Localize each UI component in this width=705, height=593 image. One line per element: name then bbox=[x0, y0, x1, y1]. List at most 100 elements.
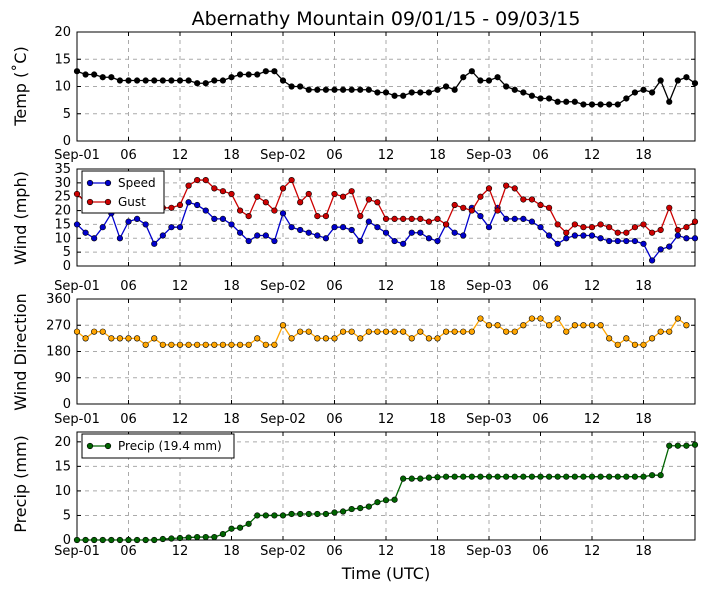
data-point bbox=[365, 503, 372, 510]
data-point bbox=[271, 68, 278, 75]
data-point bbox=[460, 328, 467, 335]
x-tick-label: 12 bbox=[172, 412, 189, 427]
data-point bbox=[82, 229, 89, 236]
x-tick-label: 18 bbox=[223, 544, 240, 559]
data-point bbox=[279, 185, 287, 192]
data-point bbox=[73, 328, 81, 335]
data-point bbox=[142, 341, 149, 348]
data-point bbox=[623, 95, 630, 102]
data-point bbox=[357, 237, 364, 245]
data-point bbox=[434, 86, 441, 93]
data-point bbox=[503, 182, 510, 189]
legend-label: Speed bbox=[118, 176, 156, 190]
data-point bbox=[563, 328, 570, 335]
data-point bbox=[400, 475, 407, 482]
data-point bbox=[554, 221, 561, 228]
data-point bbox=[691, 80, 699, 87]
data-point bbox=[228, 341, 235, 348]
data-point bbox=[477, 77, 484, 84]
data-point bbox=[331, 509, 338, 516]
data-point bbox=[228, 221, 235, 228]
data-point bbox=[271, 237, 278, 245]
data-point bbox=[391, 237, 398, 245]
data-point bbox=[648, 472, 656, 479]
y-tick-label: 10 bbox=[54, 484, 71, 499]
data-point bbox=[91, 536, 98, 544]
data-point bbox=[297, 226, 304, 234]
data-point bbox=[168, 204, 175, 211]
data-point bbox=[563, 235, 570, 242]
data-point bbox=[348, 328, 355, 335]
data-point bbox=[588, 232, 596, 239]
data-point bbox=[597, 235, 604, 242]
data-point bbox=[194, 176, 201, 184]
data-point bbox=[597, 101, 604, 108]
panel-temp: 0 5 10 15 20 Sep-01 06 12 18 Sep-02 06 12 18 Sep-03 06… bbox=[11, 25, 699, 163]
y-tick-label: 20 bbox=[54, 435, 71, 450]
data-point bbox=[297, 199, 304, 206]
x-tick-label: 18 bbox=[223, 412, 240, 427]
data-point bbox=[322, 86, 330, 93]
data-point bbox=[271, 512, 278, 519]
data-point bbox=[254, 193, 261, 200]
data-point bbox=[511, 328, 518, 335]
data-point bbox=[159, 232, 166, 239]
data-point bbox=[640, 86, 647, 93]
data-point bbox=[623, 473, 630, 480]
data-point bbox=[417, 328, 424, 335]
data-point bbox=[99, 74, 106, 81]
data-point bbox=[606, 237, 613, 245]
data-point bbox=[73, 68, 81, 75]
data-point bbox=[563, 473, 570, 480]
data-point bbox=[125, 536, 132, 544]
y-tick-label: 90 bbox=[54, 371, 71, 386]
data-point bbox=[382, 215, 390, 222]
data-point bbox=[511, 473, 518, 480]
data-point bbox=[271, 207, 278, 214]
data-point bbox=[400, 215, 407, 222]
data-point bbox=[674, 315, 681, 322]
data-point bbox=[168, 77, 175, 84]
data-point bbox=[408, 335, 415, 342]
data-point bbox=[151, 240, 158, 247]
x-tick-label: 06 bbox=[120, 279, 137, 294]
data-point bbox=[211, 77, 218, 84]
data-point bbox=[262, 68, 269, 75]
data-point bbox=[391, 496, 398, 503]
data-point bbox=[151, 77, 158, 84]
data-point bbox=[545, 232, 553, 239]
data-point bbox=[194, 80, 201, 87]
data-point bbox=[314, 86, 321, 93]
legend-label: Gust bbox=[118, 195, 146, 209]
data-point bbox=[434, 215, 441, 222]
y-tick-label: 270 bbox=[46, 318, 71, 333]
data-point bbox=[528, 315, 536, 322]
data-point bbox=[588, 101, 596, 108]
y-tick-label: 20 bbox=[54, 25, 71, 40]
data-point bbox=[176, 534, 184, 542]
x-tick-label: 06 bbox=[532, 279, 549, 294]
data-point bbox=[400, 328, 407, 335]
data-point bbox=[442, 473, 450, 480]
data-point bbox=[142, 221, 149, 228]
data-point bbox=[245, 237, 252, 245]
data-point bbox=[159, 77, 166, 84]
data-point bbox=[82, 536, 89, 544]
x-tick-label: 06 bbox=[532, 148, 549, 163]
data-point bbox=[442, 83, 450, 90]
data-point bbox=[279, 77, 287, 84]
series-line-direction bbox=[76, 317, 687, 346]
data-point bbox=[545, 322, 553, 329]
data-point bbox=[503, 328, 510, 335]
legend-marker bbox=[86, 442, 94, 450]
x-tick-label: Sep-01 bbox=[54, 412, 100, 427]
data-point bbox=[322, 235, 330, 242]
x-tick-label: 18 bbox=[635, 148, 652, 163]
data-point bbox=[297, 510, 304, 518]
x-tick-label: 06 bbox=[532, 412, 549, 427]
x-tick-label: 06 bbox=[326, 148, 343, 163]
legend-label: Precip (19.4 mm) bbox=[118, 439, 222, 453]
data-point bbox=[631, 224, 639, 231]
data-point bbox=[563, 98, 570, 105]
